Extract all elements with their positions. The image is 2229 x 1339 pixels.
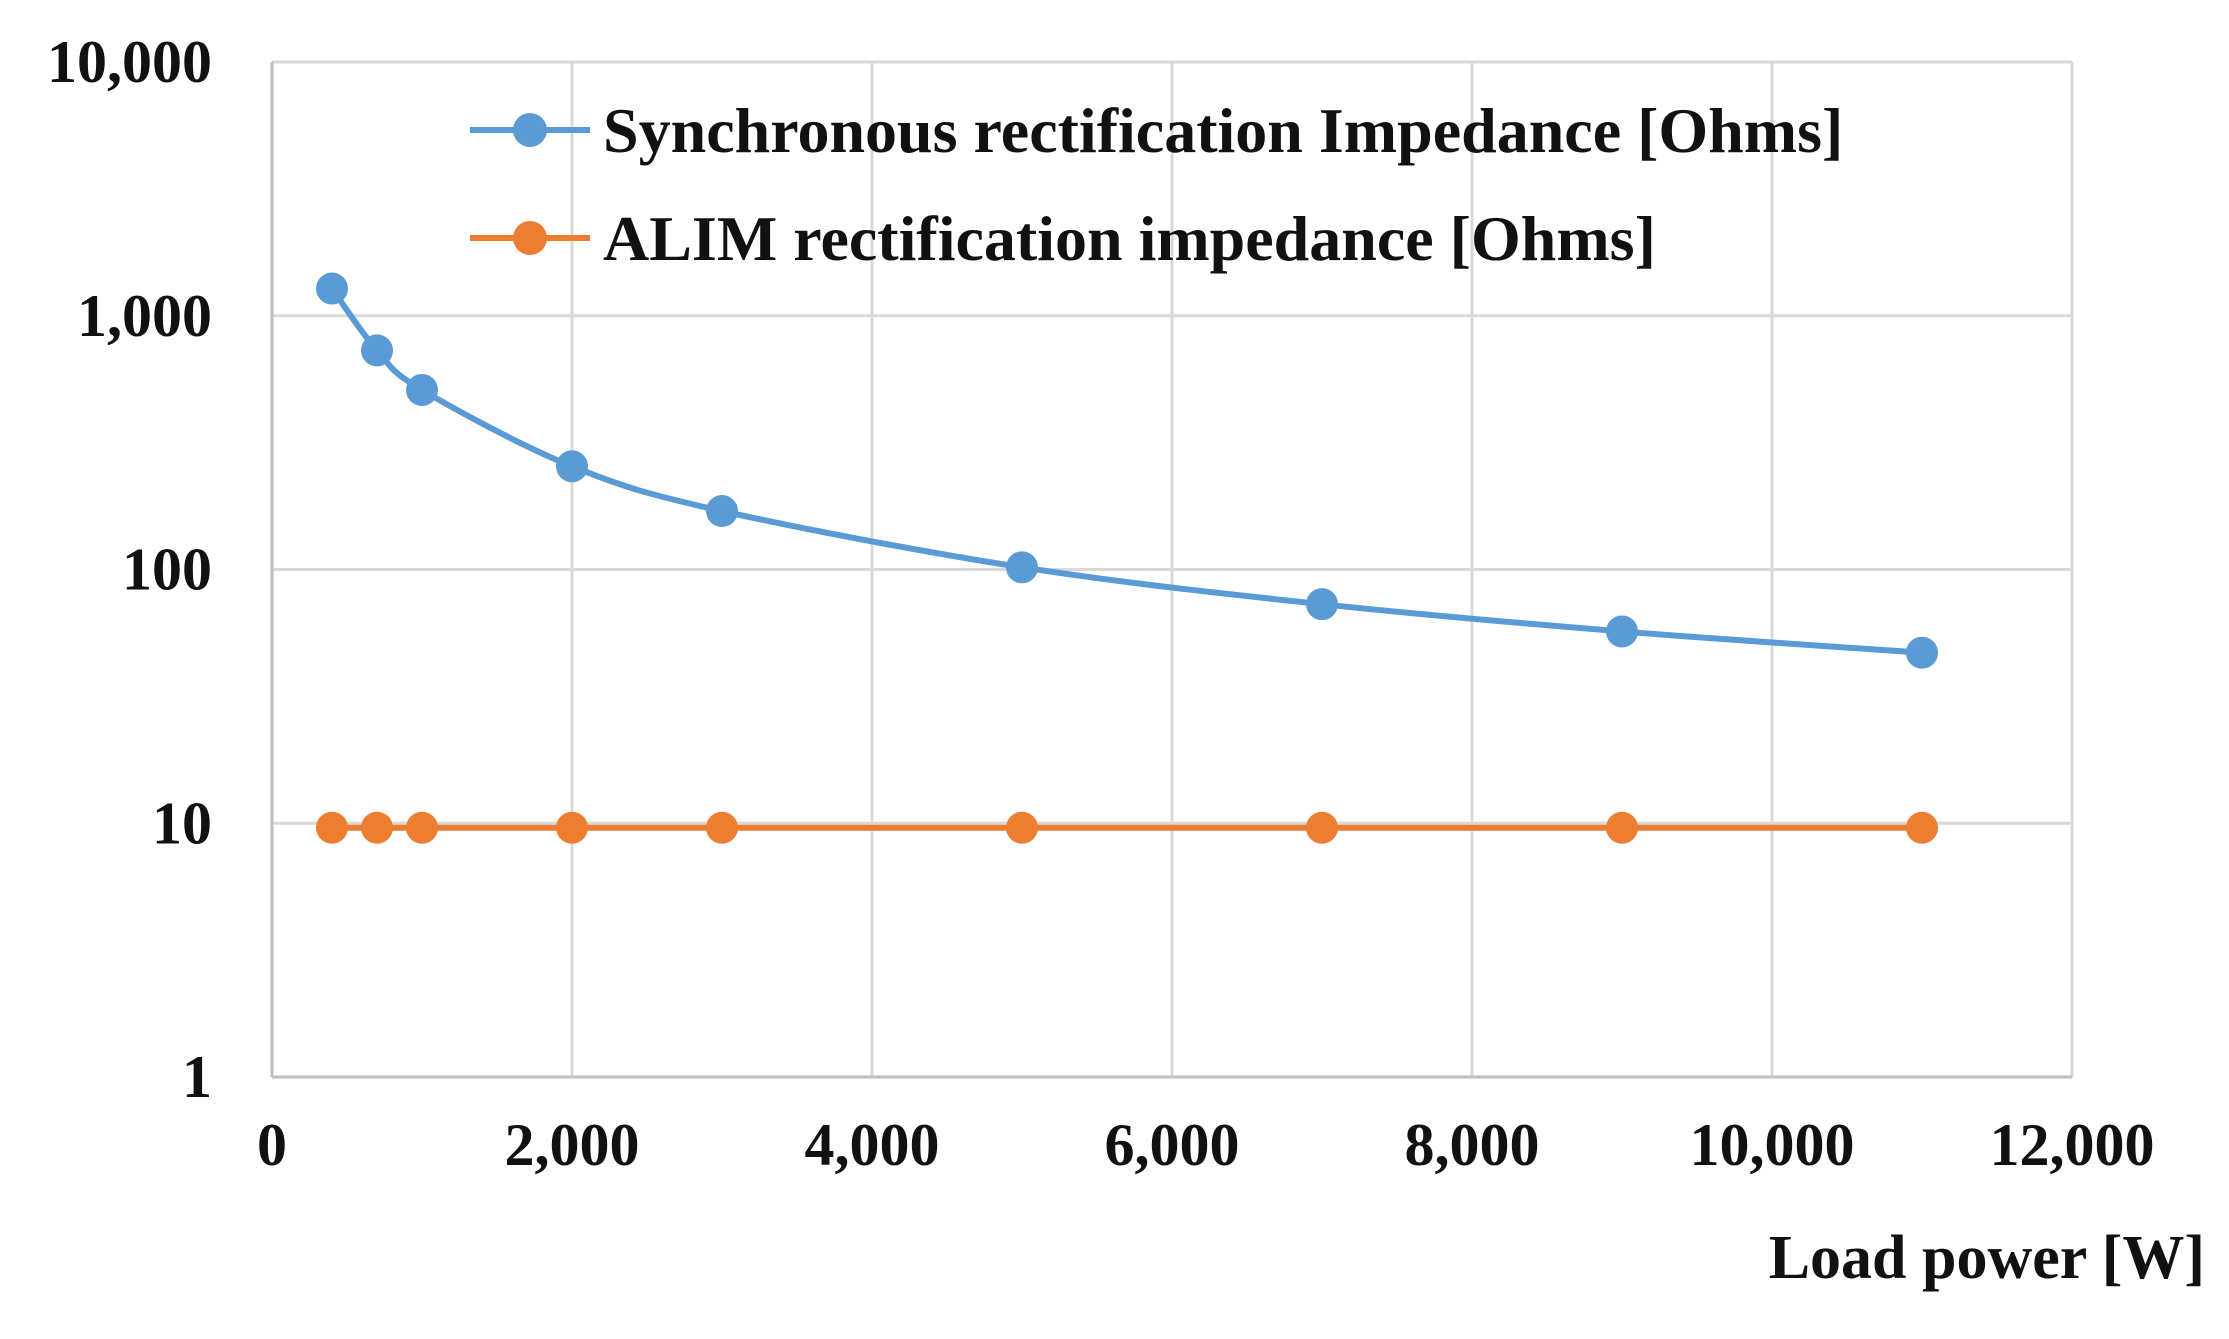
- axes: [270, 62, 2072, 1079]
- y-tick-label: 100: [122, 537, 212, 603]
- y-tick-label: 10: [152, 790, 212, 856]
- legend: Synchronous rectification Impedance [Ohm…: [470, 95, 1843, 274]
- x-tick-label: 0: [257, 1112, 287, 1178]
- data-point-series-2: [1306, 811, 1338, 844]
- legend-label-1: Synchronous rectification Impedance [Ohm…: [603, 95, 1843, 166]
- tick-labels: 0 2,000 4,000 6,000 8,000 10,000 12,000 1 10 100 1…: [47, 29, 2155, 1178]
- data-point-series-2: [556, 811, 588, 844]
- data-point-series-2: [406, 811, 438, 844]
- data-point-series-1: [1906, 636, 1938, 669]
- x-tick-label: 2,000: [505, 1112, 640, 1178]
- legend-label-2: ALIM rectification impedance [Ohms]: [603, 203, 1656, 274]
- data-point-series-2: [361, 811, 393, 844]
- data-point-series-1: [706, 495, 738, 528]
- data-point-series-1: [361, 334, 393, 367]
- data-point-series-1: [556, 450, 588, 483]
- y-tick-label: 10,000: [47, 29, 212, 95]
- y-tick-label: 1,000: [77, 283, 212, 349]
- data-point-series-1: [316, 272, 348, 305]
- data-point-series-1: [1606, 615, 1638, 648]
- legend-marker-2: [513, 221, 547, 255]
- data-point-series-2: [1006, 811, 1038, 844]
- data-point-series-2: [1906, 811, 1938, 844]
- x-tick-label: 6,000: [1105, 1112, 1240, 1178]
- data-point-series-2: [706, 811, 738, 844]
- data-point-series-1: [1306, 588, 1338, 621]
- data-point-series-1: [406, 373, 438, 406]
- data-point-series-2: [1606, 811, 1638, 844]
- y-tick-label: 1: [182, 1044, 212, 1110]
- series-lines: [316, 272, 1938, 844]
- x-tick-label: 8,000: [1405, 1112, 1540, 1178]
- data-point-series-2: [316, 811, 348, 844]
- x-tick-label: 12,000: [1990, 1112, 2155, 1178]
- data-point-series-1: [1006, 551, 1038, 584]
- legend-marker-1: [513, 113, 547, 147]
- x-axis-title: Load power [W]: [1769, 1224, 2205, 1292]
- x-tick-label: 4,000: [805, 1112, 940, 1178]
- gridlines: [272, 60, 2074, 1077]
- x-tick-label: 10,000: [1690, 1112, 1855, 1178]
